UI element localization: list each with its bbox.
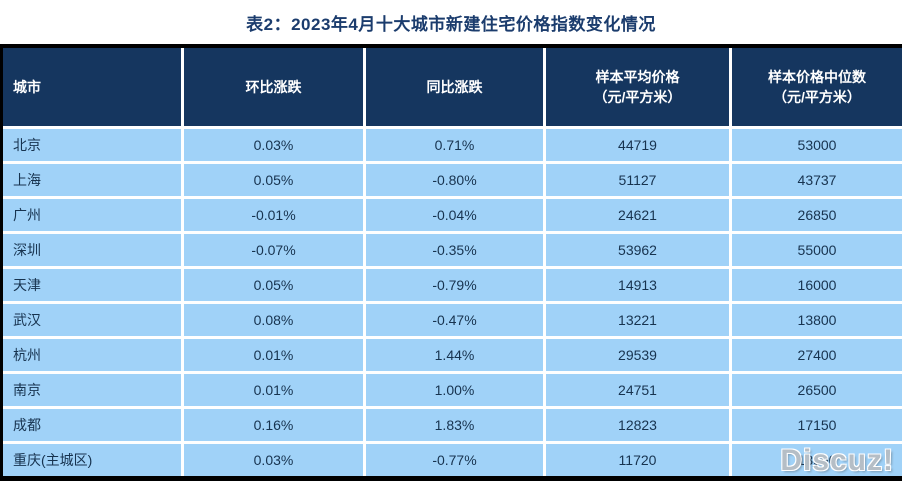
median-price-cell: 27400 (732, 339, 902, 371)
mom-change-cell: 0.03% (184, 129, 363, 161)
city-cell: 武汉 (3, 304, 181, 336)
table-wrapper: 城市 环比涨跌 同比涨跌 样本平均价格 （元/平方米） 样本价格中位数 （元/平… (0, 44, 902, 481)
median-price-cell: 16000 (732, 269, 902, 301)
avg-price-cell: 51127 (546, 164, 729, 196)
header-cell-city: 城市 (3, 48, 181, 126)
header-sublabel: （元/平方米） (593, 89, 682, 105)
mom-change-cell: -0.01% (184, 199, 363, 231)
header-label: 样本价格中位数 (768, 68, 866, 85)
header-cell-yoy-change: 同比涨跌 (366, 48, 543, 126)
median-price-cell: 26500 (732, 374, 902, 406)
mom-change-cell: 0.16% (184, 409, 363, 441)
city-cell: 天津 (3, 269, 181, 301)
yoy-change-cell: -0.80% (366, 164, 543, 196)
title-bar: 表2：2023年4月十大城市新建住宅价格指数变化情况 (0, 0, 902, 44)
avg-price-cell: 14913 (546, 269, 729, 301)
avg-price-cell: 24621 (546, 199, 729, 231)
yoy-change-cell: -0.77% (366, 444, 543, 476)
header-label: 城市 (13, 78, 41, 95)
city-cell: 杭州 (3, 339, 181, 371)
avg-price-cell: 29539 (546, 339, 729, 371)
yoy-change-cell: 1.44% (366, 339, 543, 371)
yoy-change-cell: -0.47% (366, 304, 543, 336)
city-cell: 南京 (3, 374, 181, 406)
city-cell: 上海 (3, 164, 181, 196)
yoy-change-cell: 1.00% (366, 374, 543, 406)
mom-change-cell: 0.05% (184, 164, 363, 196)
avg-price-cell: 11720 (546, 444, 729, 476)
discuz-watermark: Discuz! (780, 444, 894, 477)
avg-price-cell: 12823 (546, 409, 729, 441)
header-cell-median-price: 样本价格中位数 （元/平方米） (732, 48, 902, 126)
median-price-cell: 53000 (732, 129, 902, 161)
median-price-cell: 43737 (732, 164, 902, 196)
mom-change-cell: 0.08% (184, 304, 363, 336)
page-title: 表2：2023年4月十大城市新建住宅价格指数变化情况 (246, 14, 656, 34)
avg-price-cell: 44719 (546, 129, 729, 161)
mom-change-cell: 0.01% (184, 339, 363, 371)
median-price-cell: 13550 (732, 444, 902, 476)
yoy-change-cell: 1.83% (366, 409, 543, 441)
header-label: 样本平均价格 (595, 68, 680, 85)
header-cell-avg-price: 样本平均价格 （元/平方米） (546, 48, 729, 126)
city-cell: 重庆(主城区) (3, 444, 181, 476)
city-cell: 北京 (3, 129, 181, 161)
avg-price-cell: 53962 (546, 234, 729, 266)
yoy-change-cell: -0.79% (366, 269, 543, 301)
price-table: 城市 环比涨跌 同比涨跌 样本平均价格 （元/平方米） 样本价格中位数 （元/平… (3, 48, 902, 476)
avg-price-cell: 13221 (546, 304, 729, 336)
city-cell: 成都 (3, 409, 181, 441)
header-sublabel: （元/平方米） (773, 89, 861, 105)
yoy-change-cell: 0.71% (366, 129, 543, 161)
mom-change-cell: 0.01% (184, 374, 363, 406)
mom-change-cell: 0.05% (184, 269, 363, 301)
median-price-cell: 26850 (732, 199, 902, 231)
median-price-cell: 17150 (732, 409, 902, 441)
yoy-change-cell: -0.04% (366, 199, 543, 231)
city-cell: 广州 (3, 199, 181, 231)
median-price-cell: 13800 (732, 304, 902, 336)
mom-change-cell: 0.03% (184, 444, 363, 476)
header-cell-mom-change: 环比涨跌 (184, 48, 363, 126)
header-label: 同比涨跌 (426, 78, 483, 95)
yoy-change-cell: -0.35% (366, 234, 543, 266)
mom-change-cell: -0.07% (184, 234, 363, 266)
avg-price-cell: 24751 (546, 374, 729, 406)
median-price-cell: 55000 (732, 234, 902, 266)
header-label: 环比涨跌 (245, 78, 302, 95)
city-cell: 深圳 (3, 234, 181, 266)
